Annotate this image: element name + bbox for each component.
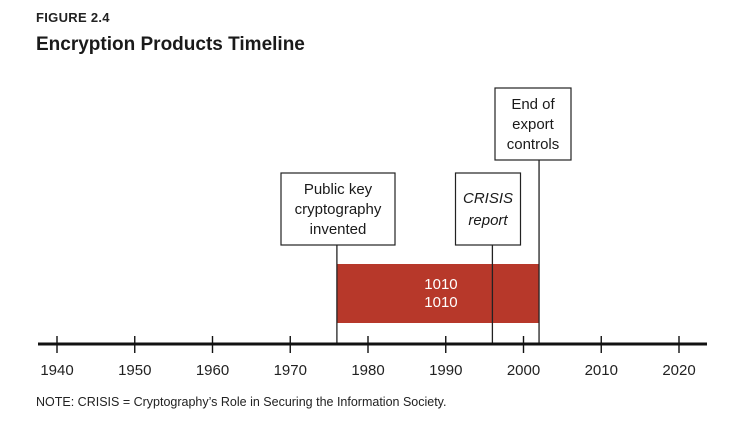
event-text-crisis-report: CRISIS: [463, 190, 513, 207]
axis-tick-label: 2000: [507, 362, 540, 379]
event-box-public-key: [280, 172, 396, 246]
event-text-public-key: Public key: [304, 181, 373, 198]
axis-tick-label: 2010: [585, 362, 618, 379]
axis-tick-label: 1990: [429, 362, 462, 379]
period-bar: [336, 264, 540, 323]
axis-tick-label: 1950: [118, 362, 151, 379]
event-box-export-controls: [494, 87, 572, 161]
axis-tick-label: 1940: [40, 362, 73, 379]
event-text-export-controls: End of: [511, 96, 555, 113]
figure-note: NOTE: CRISIS = Cryptography’s Role in Se…: [36, 395, 447, 409]
event-text-crisis-report: report: [468, 212, 508, 229]
figure-title: Encryption Products Timeline: [36, 34, 305, 55]
axis-tick-label: 1960: [196, 362, 229, 379]
event-text-public-key: invented: [310, 221, 367, 238]
axis-tick-label: 2020: [662, 362, 695, 379]
event-callouts: Public key cryptography invented CRISIS repo…: [280, 87, 572, 246]
figure-label: FIGURE 2.4: [36, 10, 110, 25]
event-text-public-key: cryptography: [295, 201, 382, 218]
period-bar-text: 1010: [424, 294, 457, 311]
axis-tick-label: 1980: [351, 362, 384, 379]
event-leader-lines: [336, 160, 540, 344]
period-bar-text: 1010: [424, 276, 457, 293]
axis-tick-label: 1970: [274, 362, 307, 379]
event-text-export-controls: export: [512, 116, 555, 133]
event-box-crisis-report: [454, 172, 522, 246]
timeline-axis: 1940 1950 1960 1970 1980 1990 2000 2010 2020: [38, 336, 707, 379]
event-text-export-controls: controls: [507, 136, 560, 153]
